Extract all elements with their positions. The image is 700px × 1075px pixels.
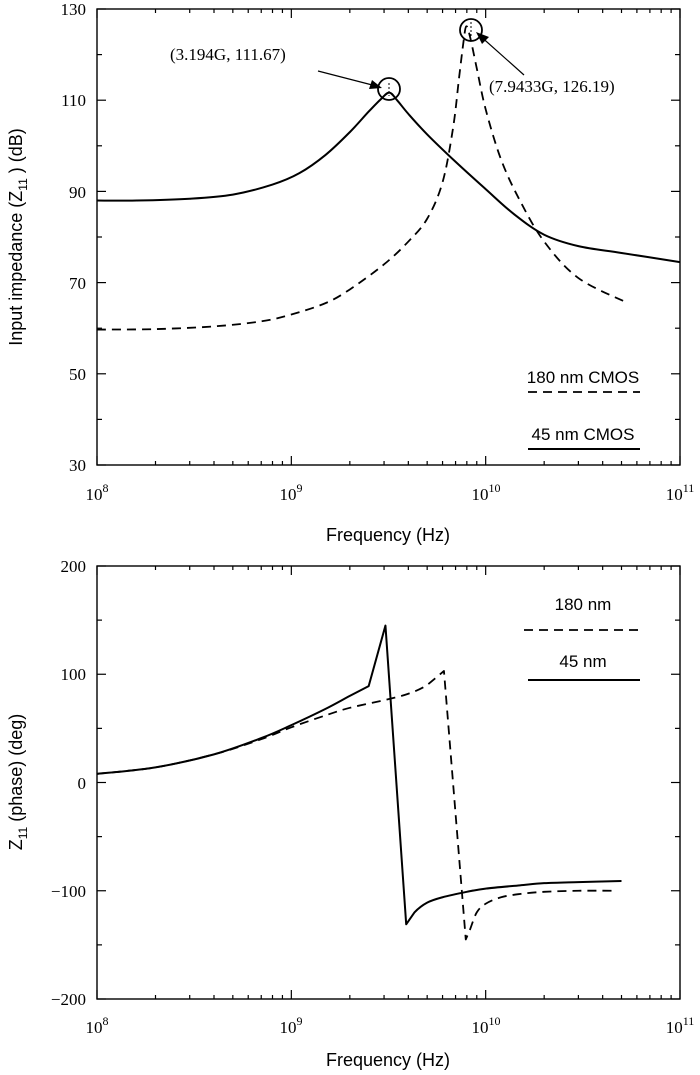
impedance-x-tick-label: 109 <box>280 481 303 504</box>
impedance-chart: 108 109 1010 1011 30 50 70 90 110 130 Fr… <box>6 0 694 545</box>
phase-series <box>96 624 622 941</box>
phase-x-tick-label: 108 <box>86 1014 109 1037</box>
phase-y-tick-label: −100 <box>51 882 86 901</box>
impedance-y-tick-label: 130 <box>61 0 87 19</box>
impedance-x-tick-labels: 108 109 1010 1011 <box>86 481 695 504</box>
impedance-x-tick-label: 1010 <box>472 481 501 504</box>
legend-label-45nm: 45 nm <box>559 652 606 671</box>
impedance-y-tick-labels: 30 50 70 90 110 130 <box>61 0 87 475</box>
phase-x-tick-label: 109 <box>280 1014 303 1037</box>
impedance-y-tick-label: 30 <box>69 456 86 475</box>
phase-y-tick-labels: −200 −100 0 100 200 <box>51 557 86 1009</box>
phase-y-tick-label: 200 <box>61 557 87 576</box>
impedance-legend: 180 nm CMOS 45 nm CMOS <box>527 368 640 450</box>
annotation-label-45nm: (3.194G, 111.67) <box>170 45 286 64</box>
annotation-arrow-180nm <box>477 33 525 76</box>
phase-x-tick-labels: 108 109 1010 1011 <box>86 1014 695 1037</box>
phase-ticks <box>96 565 681 1000</box>
legend-label-180nm-cmos: 180 nm CMOS <box>527 368 639 387</box>
impedance-y-tick-label: 50 <box>69 365 86 384</box>
impedance-x-tick-label: 1011 <box>666 481 695 504</box>
phase-series-180-nm <box>96 670 613 941</box>
legend-label-45nm-cmos: 45 nm CMOS <box>532 425 635 444</box>
impedance-y-axis-label: Input impedance (Z11 ) (dB) <box>6 128 30 346</box>
phase-plot-frame <box>96 565 681 1000</box>
annotation-arrow-45nm <box>317 70 381 88</box>
phase-y-tick-label: −200 <box>51 990 86 1009</box>
phase-x-tick-label: 1011 <box>666 1014 695 1037</box>
impedance-y-tick-label: 70 <box>69 274 86 293</box>
phase-series-45-nm <box>96 624 622 926</box>
legend-label-180nm: 180 nm <box>555 595 612 614</box>
impedance-series-45-nm-cmos <box>96 91 681 264</box>
phase-chart: 108 109 1010 1011 −200 −100 0 100 200 Fr… <box>6 557 694 1070</box>
impedance-x-axis-label: Frequency (Hz) <box>326 525 450 545</box>
peak-marker-45nm <box>377 77 401 101</box>
impedance-series <box>96 25 681 331</box>
phase-y-axis-label: Z11 (phase) (deg) <box>6 714 30 851</box>
phase-x-tick-label: 1010 <box>472 1014 501 1037</box>
annotation-arrowhead-45nm <box>369 80 382 89</box>
impedance-y-tick-label: 90 <box>69 183 86 202</box>
impedance-y-tick-label: 110 <box>61 91 86 110</box>
annotation-label-180nm: (7.9433G, 126.19) <box>489 77 615 96</box>
phase-y-tick-label: 0 <box>78 774 87 793</box>
impedance-x-tick-label: 108 <box>86 481 109 504</box>
impedance-series-180-nm-cmos <box>96 25 629 331</box>
impedance-plot-frame <box>96 8 681 466</box>
phase-y-tick-label: 100 <box>61 665 87 684</box>
annotation-arrowhead-180nm <box>476 32 489 44</box>
phase-legend: 180 nm 45 nm <box>524 595 644 681</box>
phase-x-axis-label: Frequency (Hz) <box>326 1050 450 1070</box>
peak-marker-180nm <box>459 18 483 42</box>
impedance-annotations: (3.194G, 111.67) (7.9433G, 126.19) <box>170 18 615 101</box>
